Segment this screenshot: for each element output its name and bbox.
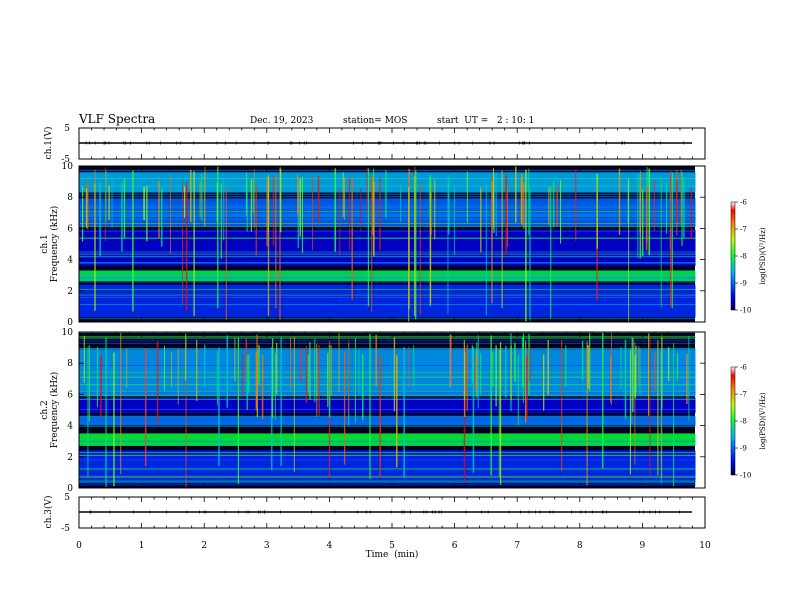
ch1-waveform-panel: 5 -5 ch.1(V) bbox=[43, 124, 706, 165]
y-tick-label: 6 bbox=[67, 224, 73, 234]
ch1-spectrogram-spikes bbox=[82, 166, 692, 322]
ch1-spectrogram-xticks bbox=[78, 166, 706, 322]
header-start-time: start UT = 2 : 10: 1 bbox=[437, 116, 534, 126]
ch2-colorbar-ticks: -6 -7 -8 -9 -10 bbox=[735, 364, 751, 480]
ch1-colorbar-scale bbox=[730, 201, 736, 311]
x-tick-label: 2 bbox=[201, 541, 207, 551]
spectral-band bbox=[79, 172, 696, 193]
ch3-ytick-bottom: -5 bbox=[61, 524, 70, 534]
ch2-spectrogram-bands bbox=[79, 349, 696, 484]
ch3-waveform-spikes bbox=[89, 510, 680, 514]
ch1-spectrogram-ylabel-frequency: Frequency (kHz) bbox=[49, 206, 60, 283]
ch1-waveform-ylabel: ch.1(V) bbox=[43, 127, 54, 160]
colorbar-tick-label: -6 bbox=[740, 364, 747, 372]
ch1-spectrogram-ylabel-channel: ch.1 bbox=[40, 234, 50, 253]
colorbar-tick-label: -7 bbox=[740, 391, 747, 399]
y-tick-label: 0 bbox=[67, 484, 73, 494]
ch2-spectrogram-ylabel-frequency: Frequency (kHz) bbox=[49, 372, 60, 449]
ch1-spectrogram-lines bbox=[79, 169, 696, 320]
ch1-colorbar: -6 -7 -8 -9 -10 log(PSD)(V²/Hz) bbox=[730, 199, 767, 315]
ch3-waveform-panel: 5 -5 ch.3(V) bbox=[43, 493, 706, 534]
y-tick-label: 8 bbox=[67, 193, 73, 203]
y-tick-label: 6 bbox=[67, 390, 73, 400]
y-tick-label: 2 bbox=[67, 453, 73, 463]
x-tick-label: 7 bbox=[514, 541, 520, 551]
colorbar-tick-label: -10 bbox=[740, 307, 751, 315]
colorbar-tick-label: -6 bbox=[740, 199, 747, 207]
ch1-waveform-spikes bbox=[85, 141, 685, 145]
ch2-spectrogram-xticks bbox=[78, 332, 706, 488]
ch2-spectrogram-ylabel-channel: ch.2 bbox=[40, 400, 50, 419]
spectral-band bbox=[79, 450, 696, 484]
y-tick-label: 10 bbox=[62, 162, 74, 172]
ch1-spectrogram-bands bbox=[79, 172, 696, 318]
ch2-colorbar-label: log(PSD)(V²/Hz) bbox=[759, 392, 767, 449]
spectral-band bbox=[79, 270, 696, 282]
ch3-waveform-ylabel: ch.3(V) bbox=[43, 496, 54, 529]
spectral-band bbox=[79, 229, 696, 266]
header-station: station= MOS bbox=[343, 116, 407, 126]
ch2-spectrogram-lines bbox=[79, 332, 696, 486]
ch1-spectrogram-panel: 0 2 4 6 8 10 ch.1 Frequency (kHz) bbox=[40, 162, 706, 328]
x-tick-label: 4 bbox=[327, 541, 333, 551]
colorbar-tick-label: -8 bbox=[740, 418, 747, 426]
colorbar-tick-label: -9 bbox=[740, 445, 747, 453]
ch1-spectrogram-yticks: 0 2 4 6 8 10 bbox=[62, 162, 705, 328]
x-axis-label: Time (min) bbox=[366, 549, 419, 560]
x-tick-label: 0 bbox=[76, 541, 82, 551]
ch3-ytick-top: 5 bbox=[64, 493, 70, 503]
x-axis-tick-labels: 0 1 2 3 4 5 6 7 8 9 10 bbox=[76, 541, 711, 551]
y-tick-label: 0 bbox=[67, 318, 73, 328]
ch1-waveform-xticks bbox=[78, 128, 706, 159]
colorbar-tick-label: -9 bbox=[740, 280, 747, 288]
x-tick-label: 10 bbox=[699, 541, 711, 551]
spectral-band bbox=[79, 433, 696, 446]
ch3-waveform-xticks bbox=[78, 497, 706, 528]
y-tick-label: 10 bbox=[62, 328, 74, 338]
colorbar-tick-label: -7 bbox=[740, 226, 747, 234]
x-tick-label: 5 bbox=[389, 541, 395, 551]
ch2-colorbar: -6 -7 -8 -9 -10 log(PSD)(V²/Hz) bbox=[730, 364, 767, 480]
y-tick-label: 8 bbox=[67, 359, 73, 369]
x-tick-label: 9 bbox=[640, 541, 646, 551]
x-tick-label: 1 bbox=[139, 541, 145, 551]
spectral-band bbox=[79, 349, 696, 396]
colorbar-tick-label: -10 bbox=[740, 472, 751, 480]
spectral-band bbox=[79, 284, 696, 318]
spectral-band bbox=[79, 416, 696, 426]
ch2-spectrogram-panel: 0 2 4 6 8 10 ch.2 Frequency (kHz) bbox=[40, 328, 706, 494]
ch2-colorbar-scale bbox=[730, 366, 736, 476]
y-tick-label: 4 bbox=[67, 256, 73, 266]
y-tick-label: 4 bbox=[67, 422, 73, 432]
header-date: Dec. 19, 2023 bbox=[250, 116, 314, 126]
ch1-colorbar-ticks: -6 -7 -8 -9 -10 bbox=[735, 199, 751, 315]
y-tick-label: 2 bbox=[67, 287, 73, 297]
x-tick-label: 3 bbox=[264, 541, 270, 551]
colorbar-tick-label: -8 bbox=[740, 253, 747, 261]
ch2-spectrogram-spikes bbox=[83, 332, 690, 488]
ch1-ytick-bottom: -5 bbox=[61, 155, 70, 165]
x-tick-label: 6 bbox=[452, 541, 458, 551]
ch2-spectrogram-yticks: 0 2 4 6 8 10 bbox=[62, 328, 705, 494]
ch1-ytick-top: 5 bbox=[64, 124, 70, 134]
ch1-colorbar-label: log(PSD)(V²/Hz) bbox=[759, 227, 767, 284]
x-tick-label: 8 bbox=[577, 541, 583, 551]
figure-title: VLF Spectra bbox=[78, 112, 155, 126]
